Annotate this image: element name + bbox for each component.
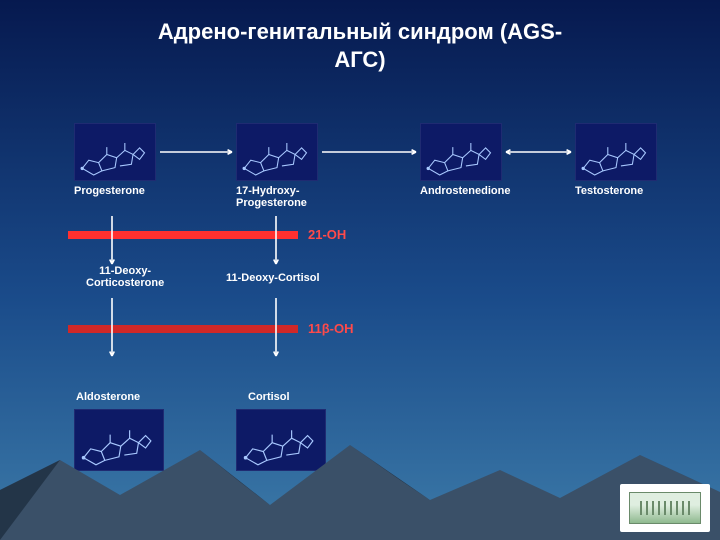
footer-logo [620,484,710,532]
slide: Адрено-генитальный синдром (AGS- АГС) Pr… [0,0,720,540]
mountains-bg [0,420,720,540]
footer-logo-icon [629,492,701,524]
